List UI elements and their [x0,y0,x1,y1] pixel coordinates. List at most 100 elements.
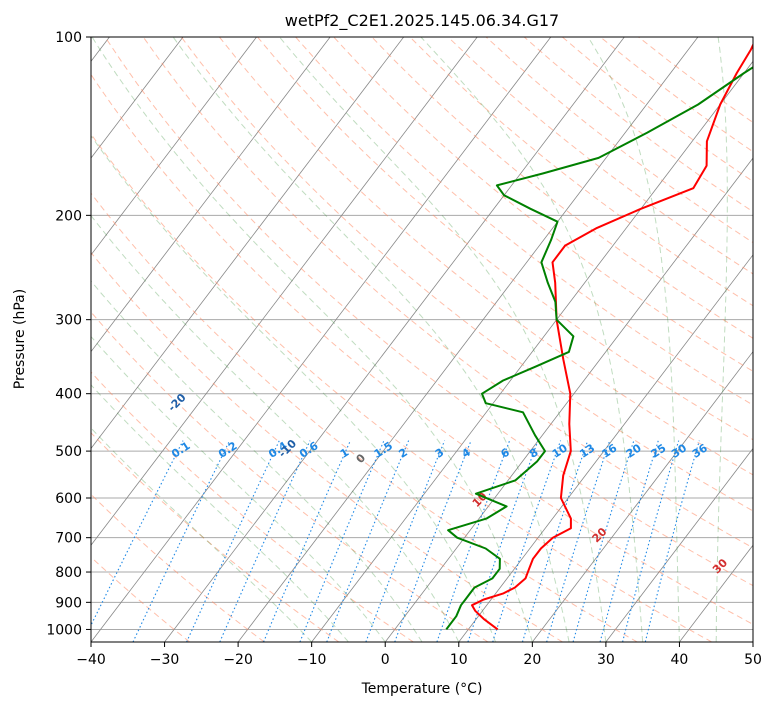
moist-adiabat-line [91,335,386,642]
mixing-ratio-line [521,440,589,642]
y-tick-label: 500 [55,444,82,460]
isotherm-line [91,37,478,546]
isotherm-line [91,37,331,353]
y-tick-label: 100 [55,30,82,46]
dry-adiabat-line [91,432,340,642]
mixing-ratio-label: 1 [338,446,352,461]
x-tick-label: 30 [597,652,615,668]
moist-adiabat-line [587,37,680,642]
y-tick-label: 900 [55,595,82,611]
moist-adiabat-line [715,37,728,642]
x-tick-label: 0 [381,652,390,668]
mixing-ratio-label: 20 [624,441,644,460]
isotherm-line [164,37,625,642]
dewpoint-profile-line [445,66,753,631]
mixing-ratio-line [326,440,410,642]
dry-adiabat-line [371,37,753,339]
mixing-ratio-label: 0.1 [169,439,192,461]
mixing-ratio-line [219,440,311,642]
moist-adiabat-line [279,37,607,642]
isotherm-line [91,37,184,159]
mixing-ratio-label: 0.6 [297,439,321,461]
dry-adiabat-line [91,251,563,642]
y-tick-label: 400 [55,387,82,403]
mixing-ratio-line [644,440,700,642]
mixing-ratio-line [394,440,472,642]
mixing-ratio-line [572,440,635,642]
mixing-ratio-lines [91,440,700,642]
dry-adiabat-line [91,493,265,642]
dry-adiabat-line [91,556,191,642]
mixing-ratio-line [299,440,385,642]
dry-adiabat-line [91,192,638,642]
x-tick-label: −20 [223,652,253,668]
x-axis-label: Temperature (°C) [361,681,483,697]
x-tick-label: 20 [523,652,541,668]
moist-adiabats [91,37,728,642]
moist-adiabat-line [172,37,570,642]
y-tick-label: 1000 [46,622,82,638]
isotherm-line [91,37,257,256]
mixing-ratio-label: 36 [690,441,710,460]
isotherm-line [532,350,753,642]
moist-adiabat-line [91,427,313,642]
mixing-ratio-label: 2 [396,446,410,461]
moist-adiabat-line [420,37,644,642]
y-tick-label: 600 [55,491,82,507]
dry-adiabat-line [91,73,753,625]
x-tick-label: 40 [671,652,689,668]
dry-adiabat-line [638,37,753,124]
adiabat-label: 20 [590,525,610,545]
dry-adiabat-line [561,37,753,183]
adiabat-label: -30 [65,345,88,368]
mixing-ratio-line [91,440,184,627]
mixing-ratio-line [622,440,680,642]
x-axis-ticks: −40 −30 −20 −10 0 10 20 30 40 50 [76,642,762,668]
plot-frame [90,36,754,643]
isotherm-line [605,447,753,642]
x-tick-label: 10 [450,652,468,668]
mixing-ratio-label: 25 [649,441,669,460]
dry-adiabats [91,37,753,642]
temperature-profile-line [471,42,753,631]
isotherm-line [384,157,753,642]
plot-area: 0.10.20.40.611.52346810131620253036-100-… [65,37,753,642]
dry-adiabat-line [333,37,753,372]
mixing-ratio-line [436,440,511,642]
dry-adiabat-line [295,37,753,406]
chart-title: wetPf2_C2E1.2025.145.06.34.G17 [285,11,559,31]
moist-adiabat-line [91,280,423,642]
mixing-ratio-label: 13 [577,441,597,460]
x-tick-label: −40 [76,652,106,668]
dry-adiabat-line [104,37,753,587]
isotherm-line [752,641,753,642]
y-tick-label: 700 [55,531,82,547]
mixing-ratio-label: 1.5 [372,439,395,461]
mixing-ratio-line [599,440,659,642]
dry-adiabat-line [91,371,414,642]
moist-adiabat-line [91,135,497,642]
x-tick-label: −10 [297,652,327,668]
isotherm-line [91,37,405,450]
x-tick-label: −30 [150,652,180,668]
dry-adiabat-line [485,37,753,244]
sounding-profiles [445,42,753,631]
isotherm-line [679,544,753,642]
mixing-ratio-label: 3 [433,446,447,461]
isotherm-line [237,37,699,642]
x-tick-label: 50 [744,652,762,668]
isotherm-line [458,254,753,642]
mixing-ratio-label: 10 [550,441,570,460]
dry-adiabat-line [91,133,713,642]
mixing-ratio-line [546,440,611,642]
dry-adiabat-line [257,37,753,441]
skewed-isotherms [91,37,753,642]
moist-adiabat-line [91,384,349,642]
y-tick-label: 300 [55,313,82,329]
dry-adiabat-line [523,37,753,213]
adiabat-label: 30 [710,556,730,576]
dry-adiabat-line [180,37,753,512]
y-axis-ticks: 100 200 300 400 500 600 700 800 900 1000 [46,30,91,638]
mixing-ratio-line [262,440,351,642]
